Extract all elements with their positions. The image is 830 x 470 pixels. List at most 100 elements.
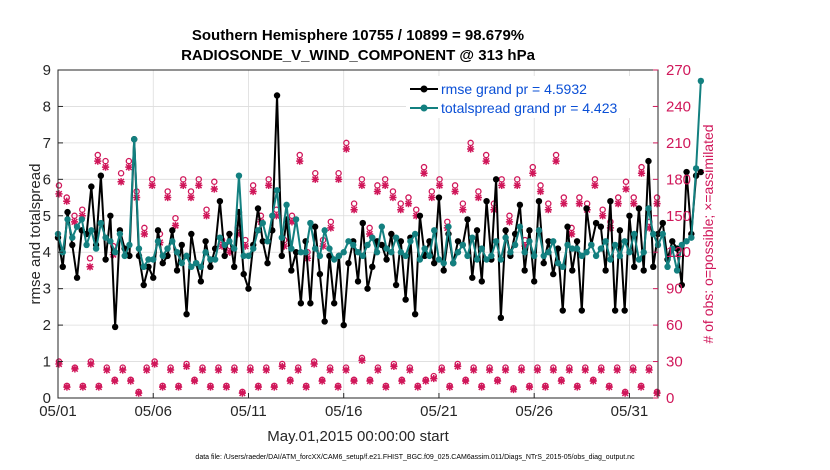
totalspread-point (483, 256, 490, 263)
totalspread-point (316, 252, 324, 260)
rmse-point (630, 263, 638, 270)
totalspread-point (359, 252, 366, 260)
totalspread-point (83, 241, 90, 249)
x-tick-label: 05/26 (515, 403, 553, 420)
obs-assimilated-marker (86, 263, 94, 271)
totalspread-point (126, 241, 133, 249)
rmse-point (316, 270, 324, 278)
totalspread-point (611, 241, 619, 249)
totalspread-point (502, 234, 509, 241)
obs-assimilated-marker (462, 377, 470, 385)
totalspread-point (692, 165, 700, 172)
y-left-tick-label: 7 (43, 135, 51, 152)
obs-assimilated-marker (412, 212, 420, 220)
totalspread-point (283, 201, 290, 209)
y-left-tick-label: 4 (43, 244, 51, 261)
rmse-point (330, 300, 338, 307)
obs-assimilated-marker (262, 366, 270, 374)
obs-assimilated-marker (420, 169, 428, 177)
obs-assimilated-marker (544, 206, 552, 214)
y-left-tick-label: 8 (43, 98, 51, 115)
obs-assimilated-marker (95, 383, 103, 391)
totalspread-point (278, 234, 286, 241)
obs-assimilated-marker (78, 212, 86, 220)
totalspread-point (402, 252, 409, 260)
totalspread-point (373, 249, 381, 256)
rmse-point (478, 278, 486, 285)
obs-assimilated-marker (103, 366, 111, 374)
rmse-point (497, 314, 505, 322)
obs-assimilated-marker (606, 224, 615, 232)
legend-rmse-label: rmse grand pr = 4.5932 (441, 81, 587, 97)
totalspread-point (326, 245, 333, 252)
obs-assimilated-marker (278, 362, 286, 371)
rmse-point (154, 227, 162, 234)
totalspread-point (640, 249, 647, 256)
rmse-point (530, 278, 538, 285)
obs-assimilated-marker (127, 377, 135, 385)
totalspread-point (621, 238, 628, 245)
totalspread-point (583, 249, 590, 256)
totalspread-point (121, 252, 128, 260)
obs-assimilated-marker (55, 360, 63, 368)
rmse-point (140, 281, 147, 289)
rmse-point (673, 245, 681, 252)
obs-assimilated-marker (482, 157, 490, 165)
totalspread-point (364, 241, 371, 249)
obs-assimilated-marker (366, 230, 374, 238)
y-left-tick-label: 1 (43, 354, 51, 371)
rmse-point (678, 281, 686, 289)
obs-assimilated-marker (159, 383, 167, 391)
totalspread-point (235, 172, 243, 179)
obs-assimilated-marker (498, 181, 506, 190)
totalspread-point (592, 252, 600, 260)
totalspread-point (354, 249, 362, 256)
obs-assimilated-marker (174, 383, 183, 391)
totalspread-point (378, 223, 386, 230)
legend-spread-label: totalspread grand pr = 4.423 (441, 100, 618, 116)
rmse-point (69, 241, 76, 249)
totalspread-point (416, 256, 424, 263)
obs-assimilated-marker (230, 366, 238, 374)
obs-assimilated-marker (470, 366, 478, 374)
totalspread-point (345, 238, 352, 245)
obs-assimilated-marker (202, 212, 211, 220)
obs-assimilated-marker (288, 218, 296, 226)
rmse-point (502, 227, 509, 234)
obs-assimilated-marker (350, 377, 358, 385)
obs-assimilated-marker (190, 377, 199, 385)
obs-assimilated-marker (557, 377, 565, 385)
obs-assimilated-marker (187, 193, 195, 202)
obs-assimilated-marker (621, 389, 629, 397)
totalspread-point (64, 216, 71, 223)
obs-assimilated-marker (358, 356, 366, 364)
rmse-point (359, 219, 366, 227)
obs-assimilated-marker (87, 360, 95, 368)
obs-assimilated-marker (397, 206, 405, 214)
totalspread-point (521, 249, 528, 256)
rmse-point (297, 300, 305, 307)
obs-assimilated-marker (591, 181, 599, 190)
plot-frame (57, 69, 659, 399)
rmse-point (526, 227, 533, 234)
totalspread-point (97, 219, 105, 227)
obs-assimilated-marker (318, 377, 326, 385)
totalspread-point (597, 245, 605, 252)
obs-assimilated-marker (148, 181, 156, 190)
rmse-point (635, 205, 643, 212)
totalspread-point (226, 238, 233, 245)
obs-assimilated-marker (605, 383, 613, 391)
rmse-point (564, 223, 571, 230)
rmse-point (607, 198, 614, 205)
obs-possible-marker (55, 182, 63, 189)
totalspread-point (140, 263, 147, 270)
totalspread-point (183, 252, 190, 260)
obs-assimilated-marker (525, 383, 534, 391)
rmse-point (64, 208, 71, 216)
totalspread-point (150, 256, 157, 263)
obs-assimilated-marker (613, 366, 621, 374)
totalspread-point (288, 245, 295, 252)
totalspread-point (545, 249, 552, 256)
obs-assimilated-marker (222, 383, 231, 391)
totalspread-point (540, 252, 547, 260)
